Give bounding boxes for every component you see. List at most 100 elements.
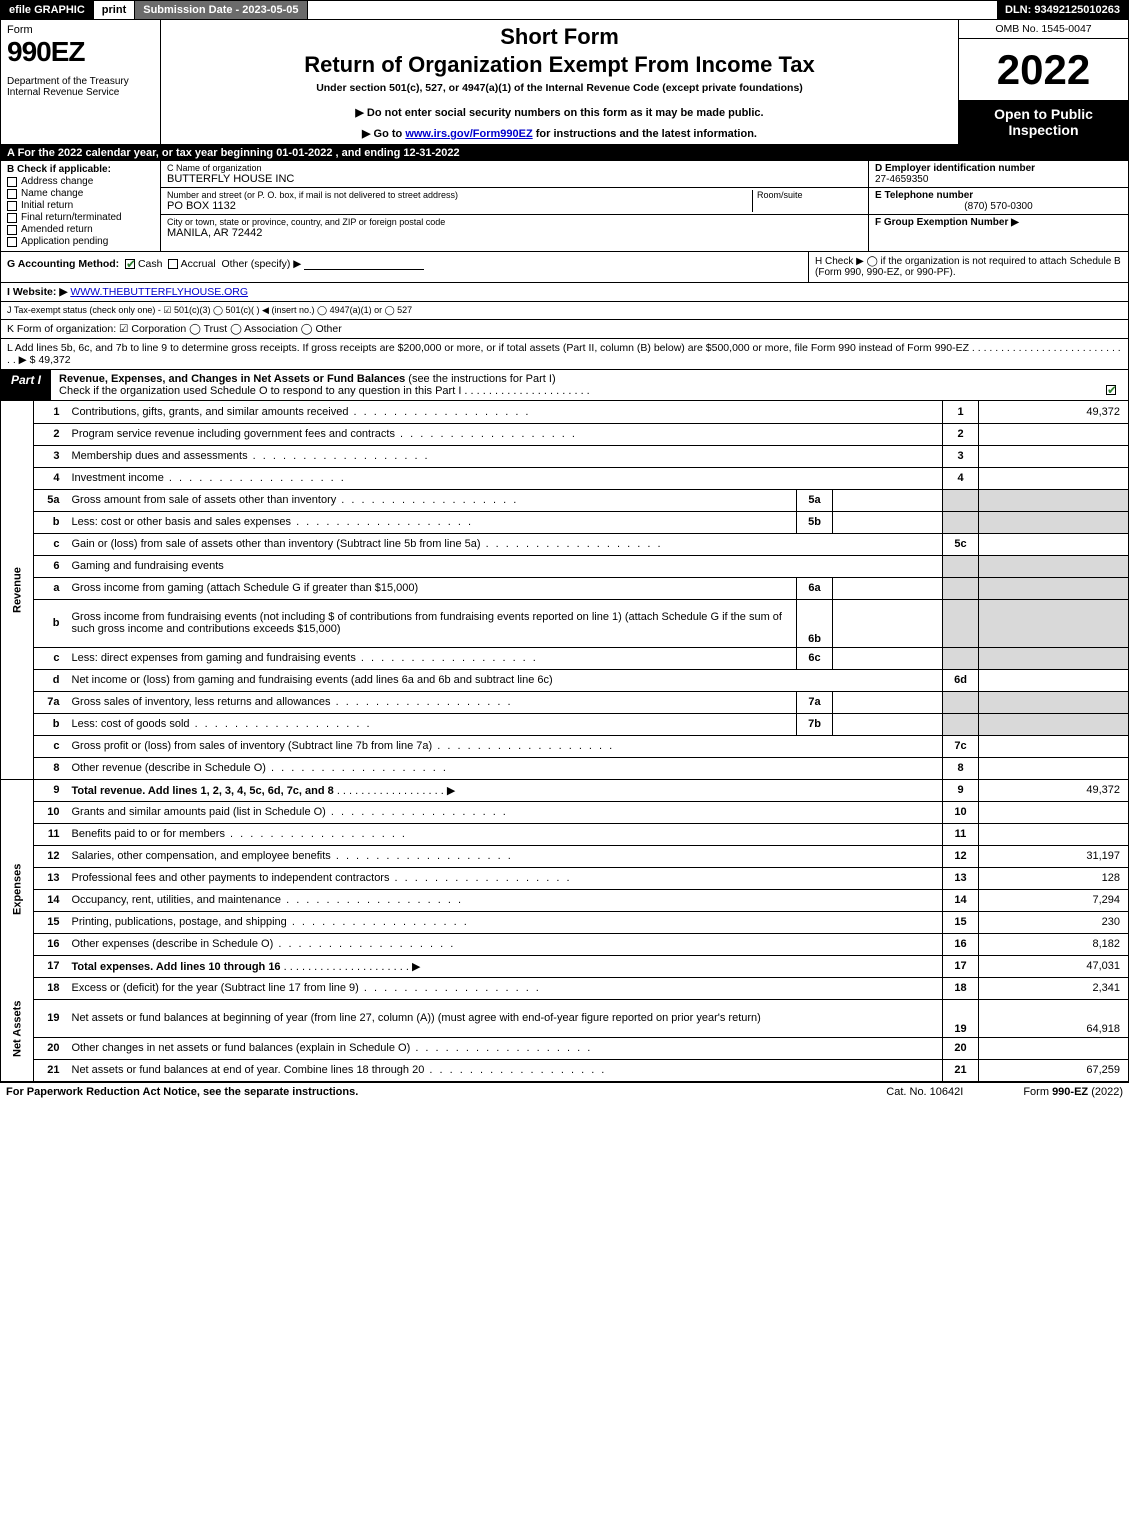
- omb-number: OMB No. 1545-0047: [959, 20, 1128, 39]
- ln-num: 14: [34, 889, 68, 911]
- ln-num: c: [34, 533, 68, 555]
- ln-val: [979, 445, 1129, 467]
- table-row: c Less: direct expenses from gaming and …: [1, 647, 1129, 669]
- donot-ssn: ▶ Do not enter social security numbers o…: [169, 106, 950, 119]
- cb-name-change[interactable]: Name change: [7, 188, 154, 199]
- c-name-label: C Name of organization: [167, 163, 862, 173]
- ln-val: 49,372: [979, 779, 1129, 801]
- table-row: 7a Gross sales of inventory, less return…: [1, 691, 1129, 713]
- shade-cell: [979, 599, 1129, 647]
- table-row: Expenses 10 Grants and similar amounts p…: [1, 801, 1129, 823]
- ln-num: 15: [34, 911, 68, 933]
- ln-num: 16: [34, 933, 68, 955]
- ln-r: 11: [943, 823, 979, 845]
- row-a-calendar-year: A For the 2022 calendar year, or tax yea…: [0, 145, 1129, 161]
- ln-desc: Grants and similar amounts paid (list in…: [68, 801, 943, 823]
- ln-val: [979, 467, 1129, 489]
- ln-num: 4: [34, 467, 68, 489]
- part1-header: Part I Revenue, Expenses, and Changes in…: [0, 370, 1129, 401]
- c-street-label: Number and street (or P. O. box, if mail…: [167, 190, 752, 200]
- sub-lbl: 6b: [797, 599, 833, 647]
- part1-scheduleo-checkbox[interactable]: [1106, 385, 1116, 395]
- table-row: c Gain or (loss) from sale of assets oth…: [1, 533, 1129, 555]
- footer-right: Form 990-EZ (2022): [1023, 1086, 1123, 1098]
- ln-desc: Program service revenue including govern…: [68, 423, 943, 445]
- cb-initial-return[interactable]: Initial return: [7, 200, 154, 211]
- ln-r: 5c: [943, 533, 979, 555]
- ln-num: c: [34, 735, 68, 757]
- return-title: Return of Organization Exempt From Incom…: [169, 52, 950, 78]
- footer-left: For Paperwork Reduction Act Notice, see …: [6, 1086, 358, 1098]
- ln-val: 47,031: [979, 955, 1129, 977]
- ln-val: 2,341: [979, 977, 1129, 999]
- ln-desc: Excess or (deficit) for the year (Subtra…: [68, 977, 943, 999]
- page-footer: For Paperwork Reduction Act Notice, see …: [0, 1082, 1129, 1101]
- cb-application-pending[interactable]: Application pending: [7, 236, 154, 247]
- form-header: Form 990EZ Department of the Treasury In…: [0, 20, 1129, 145]
- ln-desc: Gross amount from sale of assets other t…: [68, 489, 797, 511]
- g-accrual-label: Accrual: [181, 258, 216, 270]
- ln-r: 18: [943, 977, 979, 999]
- shade-cell: [979, 691, 1129, 713]
- table-row: 5a Gross amount from sale of assets othe…: [1, 489, 1129, 511]
- ln-num: b: [34, 511, 68, 533]
- ln-num: b: [34, 599, 68, 647]
- part1-lines-table: Revenue 1 Contributions, gifts, grants, …: [0, 401, 1129, 1082]
- irs-link[interactable]: www.irs.gov/Form990EZ: [405, 128, 532, 140]
- table-row: b Less: cost of goods sold 7b: [1, 713, 1129, 735]
- shade-cell: [943, 691, 979, 713]
- ln-desc: Net income or (loss) from gaming and fun…: [68, 669, 943, 691]
- website-link[interactable]: WWW.THEBUTTERFLYHOUSE.ORG: [70, 286, 248, 298]
- cb-final-return-label: Final return/terminated: [21, 212, 122, 223]
- ln-desc: Total expenses. Add lines 10 through 16 …: [68, 955, 943, 977]
- form-label: Form: [7, 24, 154, 36]
- table-row: 13Professional fees and other payments t…: [1, 867, 1129, 889]
- table-row: a Gross income from gaming (attach Sched…: [1, 577, 1129, 599]
- ln-num: 20: [34, 1037, 68, 1059]
- section-bcdef: B Check if applicable: Address change Na…: [0, 161, 1129, 252]
- table-row: 20Other changes in net assets or fund ba…: [1, 1037, 1129, 1059]
- ln-r: 10: [943, 801, 979, 823]
- telephone-value: (870) 570-0300: [875, 201, 1122, 212]
- cb-cash[interactable]: [125, 259, 135, 269]
- ln-num: 12: [34, 845, 68, 867]
- footer-mid: Cat. No. 10642I: [886, 1086, 963, 1098]
- g-other-blank[interactable]: [304, 258, 424, 270]
- section-g: G Accounting Method: Cash Accrual Other …: [1, 252, 808, 282]
- ln-desc: Gaming and fundraising events: [68, 555, 943, 577]
- footer-right-pre: Form: [1023, 1086, 1052, 1098]
- sub-lbl: 5a: [797, 489, 833, 511]
- ln-val: 31,197: [979, 845, 1129, 867]
- table-row: b Less: cost or other basis and sales ex…: [1, 511, 1129, 533]
- i-label: I Website: ▶: [7, 286, 67, 298]
- cb-final-return[interactable]: Final return/terminated: [7, 212, 154, 223]
- goto-instructions: ▶ Go to www.irs.gov/Form990EZ for instru…: [169, 127, 950, 140]
- table-row: c Gross profit or (loss) from sales of i…: [1, 735, 1129, 757]
- table-row: d Net income or (loss) from gaming and f…: [1, 669, 1129, 691]
- table-row: 19Net assets or fund balances at beginni…: [1, 999, 1129, 1037]
- under-section: Under section 501(c), 527, or 4947(a)(1)…: [169, 82, 950, 94]
- ln-num: 2: [34, 423, 68, 445]
- cb-accrual[interactable]: [168, 259, 178, 269]
- ln-desc: Less: direct expenses from gaming and fu…: [68, 647, 797, 669]
- shade-cell: [979, 713, 1129, 735]
- sub-val: [833, 577, 943, 599]
- cb-amended-return[interactable]: Amended return: [7, 224, 154, 235]
- f-label: F Group Exemption Number ▶: [875, 217, 1122, 228]
- org-name: BUTTERFLY HOUSE INC: [167, 173, 862, 185]
- shade-cell: [943, 647, 979, 669]
- sub-lbl: 7a: [797, 691, 833, 713]
- print-button[interactable]: print: [94, 1, 135, 19]
- ln-desc: Gain or (loss) from sale of assets other…: [68, 533, 943, 555]
- cb-initial-return-label: Initial return: [21, 200, 73, 211]
- cb-address-change[interactable]: Address change: [7, 176, 154, 187]
- table-row: 6 Gaming and fundraising events: [1, 555, 1129, 577]
- shade-cell: [979, 577, 1129, 599]
- cb-address-change-label: Address change: [21, 176, 93, 187]
- table-row: 4 Investment income 4: [1, 467, 1129, 489]
- footer-right-post: (2022): [1088, 1086, 1123, 1098]
- shade-cell: [979, 555, 1129, 577]
- short-form-title: Short Form: [169, 24, 950, 50]
- ln-r: 15: [943, 911, 979, 933]
- table-row: 8 Other revenue (describe in Schedule O)…: [1, 757, 1129, 779]
